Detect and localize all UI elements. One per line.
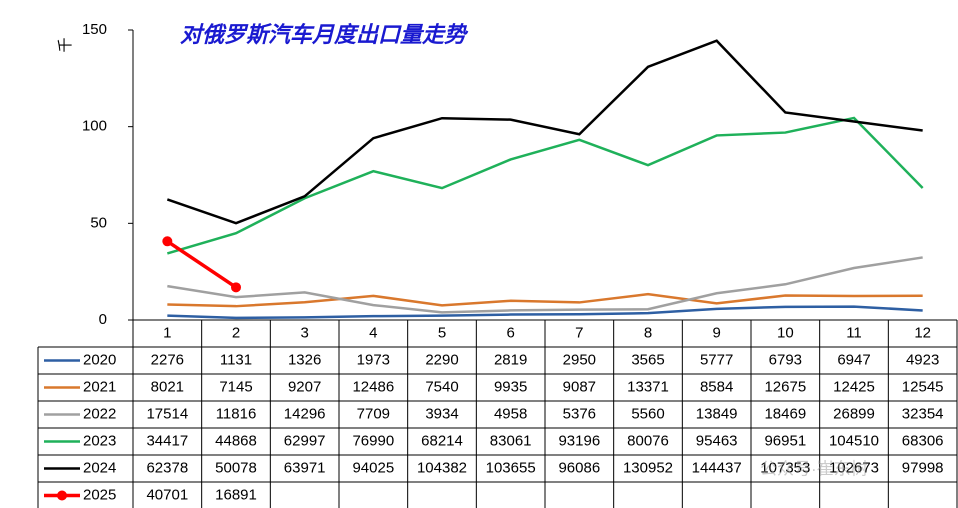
x-tick-label: 1: [163, 324, 171, 341]
legend-label: 2025: [83, 486, 116, 503]
series-line: [167, 256, 923, 314]
table-value: 4958: [494, 405, 527, 422]
table-value: 26899: [833, 405, 875, 422]
table-value: 13371: [627, 378, 669, 395]
table-value: 1131: [220, 351, 252, 368]
x-tick-label: 5: [438, 324, 446, 341]
table-value: 97998: [902, 459, 944, 476]
table-value: 3934: [425, 405, 458, 422]
table-value: 94025: [352, 459, 394, 476]
x-tick-label: 12: [914, 324, 931, 341]
table-value: 5560: [631, 405, 664, 422]
table-value: 2819: [494, 351, 527, 368]
legend-label: 2022: [83, 405, 116, 422]
x-tick-label: 9: [712, 324, 720, 341]
table-value: 44868: [215, 432, 257, 449]
table-value: 96951: [764, 432, 806, 449]
table-value: 103655: [486, 459, 536, 476]
series-line: [166, 239, 237, 289]
y-axis-label: 千: [57, 37, 74, 52]
table-value: 1326: [288, 351, 321, 368]
table-value: 4923: [906, 351, 939, 368]
table-value: 32354: [902, 405, 944, 422]
table-value: 6947: [837, 351, 870, 368]
table-value: 130952: [623, 459, 673, 476]
legend-marker: [57, 490, 67, 501]
table-value: 13849: [696, 405, 738, 422]
table-value: 76990: [352, 432, 394, 449]
table-value: 68214: [421, 432, 463, 449]
y-tick-label: 50: [90, 214, 107, 231]
x-tick-label: 6: [506, 324, 514, 341]
table-value: 2290: [425, 351, 458, 368]
series-line: [167, 305, 923, 320]
table-value: 11816: [216, 405, 257, 422]
series-line: [167, 292, 923, 308]
table-value: 104382: [417, 459, 467, 476]
table-value: 14296: [284, 405, 326, 422]
table-value: 93196: [558, 432, 600, 449]
table-value: 63971: [284, 459, 326, 476]
table-value: 12545: [902, 378, 944, 395]
y-tick-label: 0: [99, 311, 107, 328]
table-value: 3565: [631, 351, 664, 368]
x-tick-label: 7: [575, 324, 583, 341]
table-value: 2950: [563, 351, 596, 368]
table-value: 12675: [764, 378, 806, 395]
x-tick-label: 8: [644, 324, 652, 341]
watermark: 公众号·崔东树: [760, 459, 868, 478]
table-value: 107353: [760, 459, 810, 476]
series-marker: [231, 282, 241, 293]
table-value: 2276: [151, 351, 184, 368]
x-tick-label: 11: [846, 324, 862, 341]
table-value: 18469: [764, 405, 806, 422]
chart-title: 对俄罗斯汽车月度出口量走势: [180, 22, 469, 48]
table-value: 5777: [700, 351, 733, 368]
table-value: 12486: [352, 378, 394, 395]
table-value: 104510: [829, 432, 879, 449]
legend-label: 2021: [83, 378, 116, 395]
table-value: 5376: [563, 405, 596, 422]
table-value: 68306: [902, 432, 944, 449]
x-tick-label: 3: [300, 324, 308, 341]
table-value: 17514: [146, 405, 188, 422]
y-tick-label: 150: [82, 21, 107, 38]
x-tick-label: 4: [369, 324, 377, 341]
x-tick-label: 10: [777, 324, 794, 341]
legend-label: 2023: [83, 432, 116, 449]
series-line: [166, 39, 923, 225]
table-value: 50078: [215, 459, 257, 476]
legend-label: 2024: [83, 459, 116, 476]
table-value: 6793: [769, 351, 802, 368]
table-value: 9207: [288, 378, 321, 395]
table-value: 9087: [563, 378, 596, 395]
y-tick-label: 100: [82, 118, 107, 135]
series-marker: [162, 236, 173, 247]
table-value: 83061: [490, 432, 532, 449]
table-value: 62997: [284, 432, 326, 449]
table-value: 12425: [833, 378, 875, 395]
table-value: 34417: [146, 432, 188, 449]
table-value: 9935: [494, 378, 527, 395]
table-value: 1973: [357, 351, 390, 368]
table-value: 7540: [425, 378, 458, 395]
table-value: 144437: [692, 459, 742, 476]
x-tick-label: 2: [232, 324, 240, 341]
legend-label: 2020: [83, 351, 116, 368]
table-value: 102673: [829, 459, 879, 476]
table-value: 62378: [146, 459, 188, 476]
table-value: 80076: [627, 432, 669, 449]
table-value: 16891: [215, 486, 257, 503]
table-value: 8584: [700, 378, 733, 395]
table-value: 95463: [696, 432, 738, 449]
table-value: 96086: [558, 459, 600, 476]
table-value: 40701: [146, 486, 188, 503]
series-line: [166, 116, 924, 255]
table-value: 7145: [219, 378, 252, 395]
table-value: 7709: [357, 405, 390, 422]
table-value: 8021: [151, 378, 184, 395]
